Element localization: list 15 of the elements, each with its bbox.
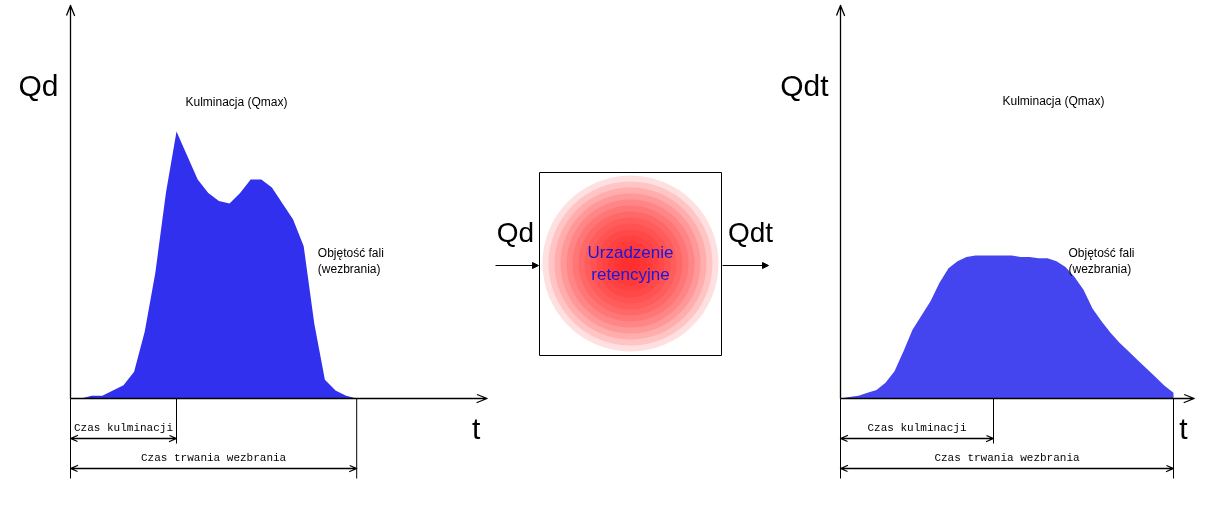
annotation: Objętość fali (wezbrania) [317,245,384,277]
text: Kulminacja (Qmax) [1002,93,1105,108]
y-axis-title: Qdt [780,69,830,102]
text: Czas kulminacji [867,421,967,434]
x-axis-title: t [472,412,482,445]
text: Qd [496,216,535,248]
text: Czas trwania wezbrania [140,451,287,464]
y-axis-title: Qd [18,69,59,102]
text: Kulminacja (Qmax) [185,94,288,109]
x-axis-title: t [1179,412,1189,445]
text: Urzadzenie retencyjne [587,242,674,285]
text: Czas trwania wezbrania [934,451,1081,464]
annotation: Objętość fali (wezbrania) [1068,245,1135,277]
text: Qdt [727,216,774,248]
text: Czas kulminacji [73,421,174,434]
